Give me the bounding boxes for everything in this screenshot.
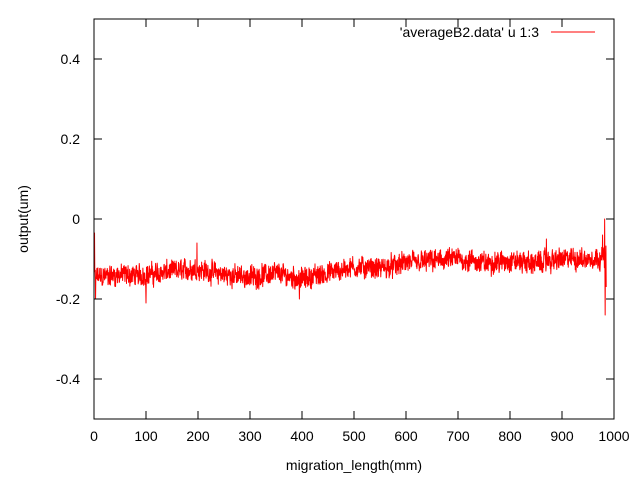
- y-tick-label: 0: [72, 211, 80, 227]
- x-tick-label: 600: [394, 428, 418, 444]
- x-tick-label: 1000: [598, 428, 629, 444]
- y-axis-label: output(um): [15, 185, 31, 253]
- y-tick-label: -0.2: [56, 291, 80, 307]
- x-tick-label: 0: [90, 428, 98, 444]
- legend-label: 'averageB2.data' u 1:3: [400, 24, 539, 40]
- x-tick-label: 300: [238, 428, 262, 444]
- x-tick-label: 400: [290, 428, 314, 444]
- x-tick-label: 800: [498, 428, 522, 444]
- series-layer: [93, 218, 607, 316]
- x-tick-label: 900: [550, 428, 574, 444]
- y-axis: -0.4 -0.2 0 0.2 0.4: [56, 51, 614, 387]
- y-tick-label: 0.4: [61, 51, 81, 67]
- y-tick-label: 0.2: [61, 131, 81, 147]
- legend: 'averageB2.data' u 1:3: [400, 24, 595, 40]
- plot-frame: [93, 18, 615, 420]
- y-tick-label: -0.4: [56, 371, 80, 387]
- x-axis: 0 100 200 300 400 500 600 700 800 900 1000: [90, 19, 630, 444]
- x-tick-label: 100: [134, 428, 158, 444]
- x-tick-label: 700: [446, 428, 470, 444]
- series-line: [93, 218, 607, 316]
- x-axis-label: migration_length(mm): [286, 457, 422, 473]
- x-tick-label: 500: [342, 428, 366, 444]
- x-tick-label: 200: [186, 428, 210, 444]
